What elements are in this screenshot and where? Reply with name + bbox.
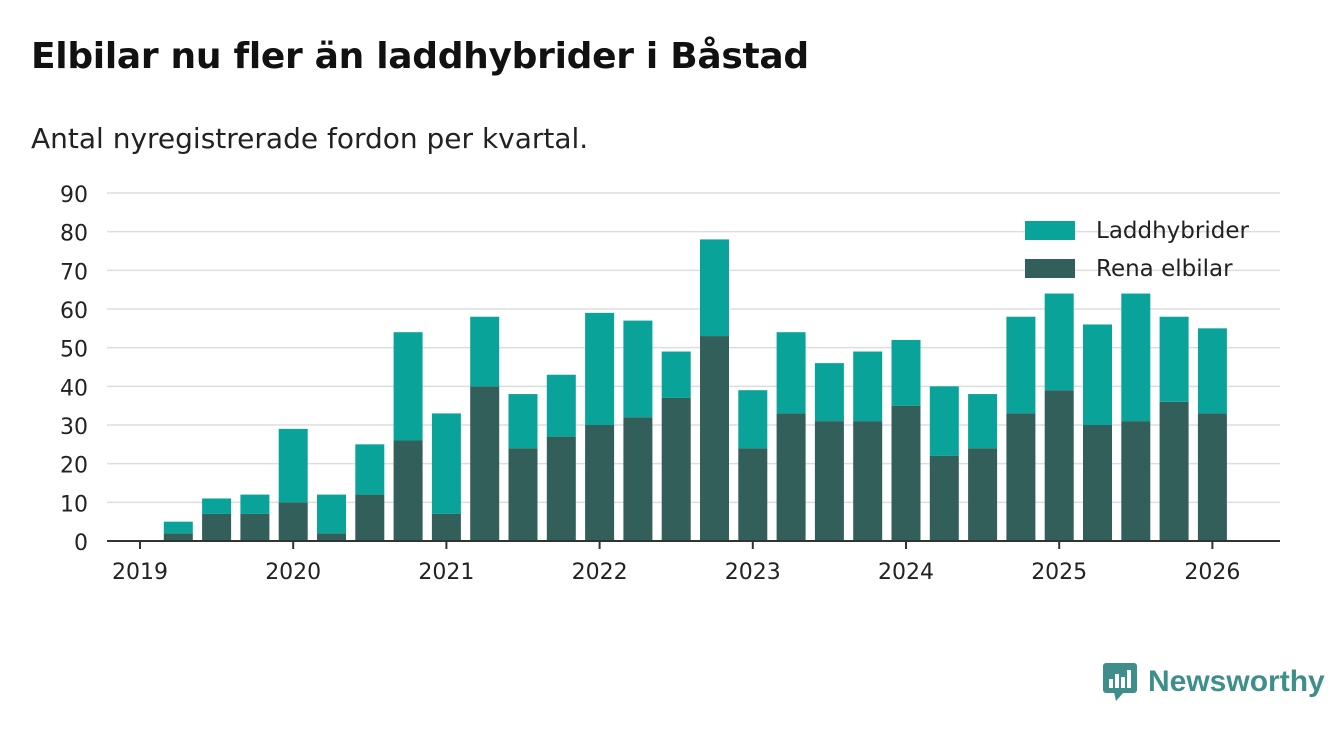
bar-laddhybrider xyxy=(1006,316,1036,414)
bar-laddhybrider xyxy=(508,394,538,449)
bar-laddhybrider xyxy=(661,351,691,398)
bar-laddhybrider xyxy=(240,494,270,514)
bar-rena-elbilar xyxy=(1044,390,1074,541)
bar-laddhybrider xyxy=(431,413,461,514)
bar-rena-elbilar xyxy=(1159,401,1189,541)
bar-laddhybrider xyxy=(317,494,346,534)
bar-rena-elbilar xyxy=(1006,413,1036,541)
bar-rena-elbilar xyxy=(623,417,653,541)
brand-name: Newsworthy xyxy=(1148,665,1325,698)
bar-rena-elbilar xyxy=(317,533,346,541)
y-tick-label: 0 xyxy=(74,531,88,556)
y-tick-label: 40 xyxy=(60,376,88,401)
x-tick-label: 2024 xyxy=(878,560,934,585)
bar-rena-elbilar xyxy=(700,336,729,541)
bar-laddhybrider xyxy=(853,351,883,422)
bar-rena-elbilar xyxy=(585,425,615,541)
legend-label: Laddhybrider xyxy=(1096,218,1249,244)
bar-laddhybrider xyxy=(163,521,193,534)
bar-rena-elbilar xyxy=(1083,425,1112,541)
bar-rena-elbilar xyxy=(508,448,538,541)
bar-laddhybrider xyxy=(1083,324,1112,425)
bar-laddhybrider xyxy=(585,312,615,425)
bar-rena-elbilar xyxy=(202,513,232,541)
bar-rena-elbilar xyxy=(968,448,998,541)
bars xyxy=(163,239,1227,541)
y-tick-label: 20 xyxy=(60,454,88,479)
y-tick-label: 80 xyxy=(60,222,88,247)
y-tick-label: 60 xyxy=(60,299,88,324)
legend-item: Laddhybrider xyxy=(1025,218,1249,244)
y-axis-ticks: 0 10 20 30 40 50 60 70 80 90 xyxy=(60,183,88,556)
bar-rena-elbilar xyxy=(776,413,806,541)
bar-chart-speech-bubble-icon xyxy=(1103,663,1137,701)
bar-laddhybrider xyxy=(470,316,500,387)
bar-laddhybrider xyxy=(891,339,921,406)
bar-rena-elbilar xyxy=(278,502,308,541)
bar-laddhybrider xyxy=(814,363,844,422)
legend-swatch xyxy=(1025,221,1075,240)
bar-rena-elbilar xyxy=(470,386,500,541)
legend-label: Rena elbilar xyxy=(1096,256,1233,282)
x-tick-label: 2021 xyxy=(418,560,474,585)
bar-rena-elbilar xyxy=(1121,421,1151,541)
bar-laddhybrider xyxy=(968,394,998,449)
bar-laddhybrider xyxy=(1197,328,1227,414)
x-tick-label: 2026 xyxy=(1184,560,1240,585)
bar-laddhybrider xyxy=(393,332,423,441)
bar-rena-elbilar xyxy=(393,440,423,541)
bar-rena-elbilar xyxy=(546,436,576,541)
bar-laddhybrider xyxy=(738,390,768,449)
bar-laddhybrider xyxy=(623,320,653,418)
y-tick-label: 70 xyxy=(60,260,88,285)
bar-rena-elbilar xyxy=(355,494,385,541)
bar-rena-elbilar xyxy=(891,405,921,541)
chart-title: Elbilar nu fler än laddhybrider i Båstad xyxy=(31,36,809,77)
newsworthy-logo: Newsworthy xyxy=(1102,662,1325,702)
bar-laddhybrider xyxy=(1159,316,1189,402)
bar-laddhybrider xyxy=(278,428,308,503)
legend-item: Rena elbilar xyxy=(1025,256,1233,282)
chart-subtitle: Antal nyregistrerade fordon per kvartal. xyxy=(31,122,589,155)
bar-rena-elbilar xyxy=(661,397,691,541)
y-tick-label: 50 xyxy=(60,338,88,363)
bar-laddhybrider xyxy=(700,239,729,337)
bar-rena-elbilar xyxy=(163,533,193,541)
bar-rena-elbilar xyxy=(929,455,959,541)
x-tick-label: 2019 xyxy=(112,560,168,585)
x-tick-label: 2020 xyxy=(265,560,321,585)
y-tick-label: 10 xyxy=(60,492,88,517)
legend: Laddhybrider Rena elbilar xyxy=(1025,218,1249,282)
bar-laddhybrider xyxy=(355,444,385,495)
bar-laddhybrider xyxy=(776,332,806,414)
bar-laddhybrider xyxy=(1044,293,1074,391)
bar-laddhybrider xyxy=(202,498,232,514)
x-tick-label: 2022 xyxy=(572,560,628,585)
bar-laddhybrider xyxy=(546,374,576,437)
y-tick-label: 90 xyxy=(60,183,88,208)
x-tick-label: 2025 xyxy=(1031,560,1087,585)
legend-swatch xyxy=(1025,259,1075,278)
x-tick-label: 2023 xyxy=(725,560,781,585)
bar-rena-elbilar xyxy=(853,421,883,541)
bar-laddhybrider xyxy=(929,386,959,456)
x-axis: 2019 2020 2021 2022 2023 2024 2025 2026 xyxy=(107,540,1280,585)
bar-rena-elbilar xyxy=(240,513,270,541)
bar-rena-elbilar xyxy=(1197,413,1227,541)
y-tick-label: 30 xyxy=(60,415,88,440)
bar-rena-elbilar xyxy=(431,513,461,541)
bar-laddhybrider xyxy=(1121,293,1151,422)
bar-rena-elbilar xyxy=(814,421,844,541)
bar-rena-elbilar xyxy=(738,448,768,541)
